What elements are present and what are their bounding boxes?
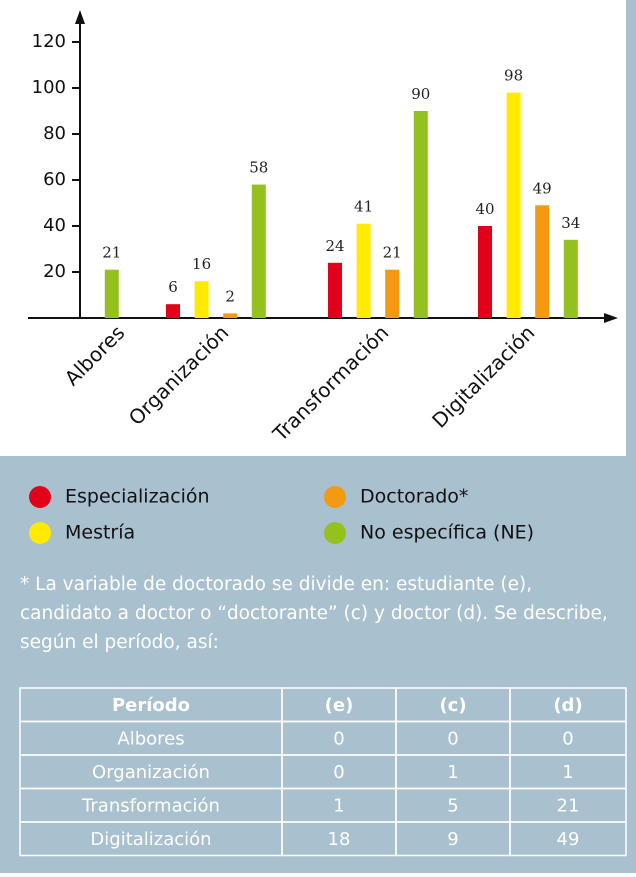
table-header: (e) bbox=[325, 695, 354, 716]
value-label: 90 bbox=[411, 85, 430, 103]
table-cell-text: Organización bbox=[92, 762, 210, 783]
table-header: Período bbox=[112, 695, 190, 716]
bar bbox=[104, 269, 119, 318]
table-cell-text: 18 bbox=[328, 829, 351, 850]
legend-label: Doctorado* bbox=[360, 486, 468, 508]
y-tick-label: 100 bbox=[32, 77, 66, 98]
table-cell-text: Albores bbox=[117, 728, 184, 749]
legend-label: Especialización bbox=[65, 486, 210, 508]
value-label: 34 bbox=[561, 214, 580, 232]
value-label: 41 bbox=[354, 198, 373, 216]
legend-marker bbox=[324, 522, 346, 544]
value-label: 40 bbox=[475, 200, 494, 218]
y-tick-label: 20 bbox=[43, 261, 66, 282]
bar bbox=[166, 304, 180, 318]
table-cell-text: 21 bbox=[557, 795, 580, 816]
value-label: 2 bbox=[225, 287, 235, 305]
bar bbox=[194, 281, 209, 318]
table-cell-text: 5 bbox=[447, 795, 458, 816]
bar bbox=[478, 226, 492, 318]
legend-label: No específica (NE) bbox=[360, 522, 534, 544]
y-tick-label: 60 bbox=[43, 169, 66, 190]
value-label: 21 bbox=[102, 244, 121, 262]
y-tick-label: 80 bbox=[43, 123, 66, 144]
value-label: 98 bbox=[504, 67, 523, 85]
value-label: 21 bbox=[383, 244, 402, 262]
table-header: (c) bbox=[439, 695, 466, 716]
table-cell-text: 1 bbox=[333, 795, 344, 816]
bar bbox=[413, 111, 428, 318]
bar bbox=[385, 269, 400, 318]
table-cell-text: 0 bbox=[447, 728, 458, 749]
bar bbox=[535, 205, 550, 318]
y-tick-label: 120 bbox=[32, 31, 66, 52]
y-tick-label: 40 bbox=[43, 215, 66, 236]
value-label: 16 bbox=[192, 255, 211, 273]
bar bbox=[223, 313, 238, 318]
bar bbox=[563, 239, 578, 318]
side-strip bbox=[626, 0, 636, 456]
table-cell-text: 49 bbox=[557, 829, 580, 850]
table-cell-text: 1 bbox=[447, 762, 458, 783]
bar bbox=[356, 223, 371, 318]
value-label: 24 bbox=[325, 237, 344, 255]
value-label: 58 bbox=[249, 159, 268, 177]
table-cell-text: 9 bbox=[447, 829, 458, 850]
x-arrow bbox=[604, 313, 618, 323]
legend-marker bbox=[29, 486, 51, 508]
note: * La variable de doctorado se divide en:… bbox=[20, 574, 608, 653]
value-label: 49 bbox=[533, 179, 552, 197]
bar bbox=[506, 92, 521, 318]
legend-label: Mestría bbox=[65, 522, 135, 544]
bar bbox=[251, 184, 266, 318]
legend-marker bbox=[324, 486, 346, 508]
table-header: (d) bbox=[553, 695, 582, 716]
table-cell-text: 0 bbox=[333, 728, 344, 749]
legend-marker bbox=[29, 522, 51, 544]
table-cell-text: 0 bbox=[333, 762, 344, 783]
table-cell-text: 1 bbox=[562, 762, 573, 783]
table-cell-text: Digitalización bbox=[90, 829, 211, 850]
table-cell bbox=[509, 821, 627, 857]
table-cell-text: Transformación bbox=[81, 795, 220, 816]
table-cell-text: 0 bbox=[562, 728, 573, 749]
legend-panel bbox=[0, 456, 636, 873]
bar bbox=[328, 262, 342, 318]
value-label: 6 bbox=[168, 278, 178, 296]
y-arrow bbox=[75, 10, 85, 24]
